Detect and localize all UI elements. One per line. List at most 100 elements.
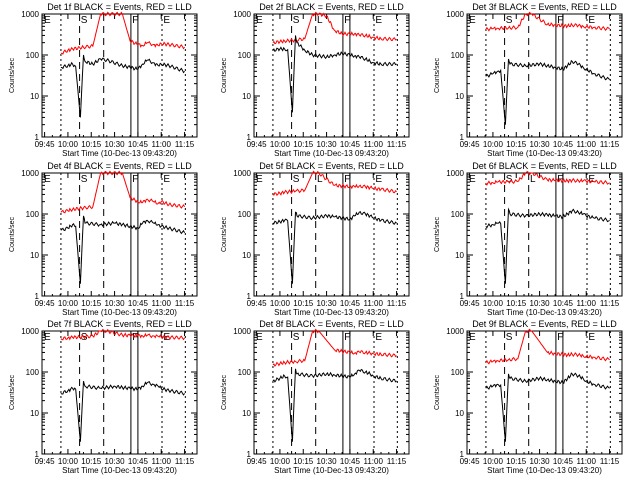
y-tick-label: 100 xyxy=(238,51,252,60)
series-line-events xyxy=(485,207,610,284)
marker-label: E xyxy=(588,15,595,26)
y-tick-label: 1 xyxy=(460,133,465,142)
series-line-events xyxy=(60,54,185,118)
marker-label: S xyxy=(293,174,300,185)
y-axis-label: Counts/sec xyxy=(221,216,228,252)
x-tick-label: 11:15 xyxy=(175,299,195,308)
x-tick-label: 10:15 xyxy=(506,457,527,466)
y-tick-label: 1000 xyxy=(446,327,464,336)
marker-label: E xyxy=(163,174,170,185)
x-tick-label: 10:00 xyxy=(58,299,79,308)
y-tick-label: 1 xyxy=(35,292,40,301)
y-tick-label: 10 xyxy=(242,92,251,101)
marker-label: E xyxy=(375,332,382,343)
x-tick-label: 10:30 xyxy=(317,299,338,308)
x-tick-label: 09:45 xyxy=(460,457,481,466)
x-tick-label: 11:15 xyxy=(387,457,407,466)
plot-frame xyxy=(253,330,410,455)
y-tick-label: 1000 xyxy=(446,10,464,19)
y-tick-label: 100 xyxy=(451,368,465,377)
x-tick-label: 10:45 xyxy=(128,299,149,308)
chart-title: Det 2f BLACK = Events, RED = LLD xyxy=(259,2,404,12)
y-tick-label: 1000 xyxy=(446,169,464,178)
series-line-events xyxy=(60,380,186,442)
x-tick-label: 10:45 xyxy=(553,140,574,149)
marker-label: F xyxy=(344,332,350,343)
y-axis-label: Counts/sec xyxy=(9,216,16,252)
y-axis-label: Counts/sec xyxy=(434,374,441,410)
x-tick-label: 10:00 xyxy=(270,140,291,149)
x-axis-label: Start Time (10-Dec-13 09:43:20) xyxy=(62,149,177,158)
y-tick-label: 10 xyxy=(455,409,464,418)
x-tick-label: 10:00 xyxy=(483,140,504,149)
plot-frame xyxy=(41,172,198,297)
y-tick-label: 1 xyxy=(460,292,465,301)
x-tick-label: 10:30 xyxy=(530,457,551,466)
series-line-events xyxy=(272,35,397,113)
x-tick-label: 09:45 xyxy=(460,140,481,149)
x-tick-label: 10:45 xyxy=(553,457,574,466)
marker-label: E xyxy=(256,174,263,185)
marker-label: S xyxy=(293,332,300,343)
marker-label: E xyxy=(44,174,51,185)
marker-label: E xyxy=(588,174,595,185)
x-tick-label: 10:15 xyxy=(81,457,102,466)
marker-label: S xyxy=(293,15,300,26)
y-axis-label: Counts/sec xyxy=(434,216,441,252)
y-tick-label: 1000 xyxy=(21,169,39,178)
marker-label: E xyxy=(469,15,476,26)
marker-label: E xyxy=(256,15,263,26)
x-tick-label: 09:45 xyxy=(247,457,268,466)
x-tick-label: 10:30 xyxy=(530,299,551,308)
plot-frame xyxy=(466,330,623,455)
y-axis-label: Counts/sec xyxy=(434,57,441,93)
x-tick-label: 10:15 xyxy=(293,457,314,466)
marker-label: E xyxy=(256,332,263,343)
y-tick-label: 1 xyxy=(460,450,465,459)
y-tick-label: 1000 xyxy=(233,10,251,19)
y-tick-label: 10 xyxy=(30,251,39,260)
series-line-events xyxy=(272,210,397,284)
x-tick-label: 10:45 xyxy=(340,457,361,466)
x-tick-label: 09:45 xyxy=(247,140,268,149)
marker-label: E xyxy=(163,15,170,26)
x-tick-label: 10:00 xyxy=(270,299,291,308)
x-tick-label: 10:45 xyxy=(553,299,574,308)
chart-title: Det 1f BLACK = Events, RED = LLD xyxy=(47,2,192,12)
marker-label: S xyxy=(81,15,88,26)
x-tick-label: 11:00 xyxy=(152,457,172,466)
chart-title: Det 8f BLACK = Events, RED = LLD xyxy=(259,319,404,329)
x-tick-label: 10:30 xyxy=(317,457,338,466)
x-tick-label: 11:15 xyxy=(387,140,407,149)
marker-label: F xyxy=(132,174,138,185)
x-tick-label: 11:00 xyxy=(152,140,172,149)
x-tick-label: 11:00 xyxy=(364,299,384,308)
x-tick-label: 10:30 xyxy=(105,140,126,149)
chart-title: Det 3f BLACK = Events, RED = LLD xyxy=(472,2,617,12)
marker-label: E xyxy=(469,174,476,185)
y-axis-label: Counts/sec xyxy=(9,57,16,93)
y-tick-label: 1000 xyxy=(233,327,251,336)
y-tick-label: 10 xyxy=(30,409,39,418)
x-tick-label: 10:00 xyxy=(58,457,79,466)
x-tick-label: 10:00 xyxy=(483,457,504,466)
marker-label: F xyxy=(557,15,563,26)
marker-label: F xyxy=(132,332,138,343)
x-tick-label: 11:00 xyxy=(364,140,384,149)
x-tick-label: 09:45 xyxy=(35,299,56,308)
marker-label: S xyxy=(506,15,513,26)
x-tick-label: 11:00 xyxy=(152,299,172,308)
chart-title: Det 7f BLACK = Events, RED = LLD xyxy=(47,319,192,329)
x-tick-label: 09:45 xyxy=(460,299,481,308)
marker-label: E xyxy=(44,15,51,26)
marker-label: F xyxy=(344,174,350,185)
marker-label: L xyxy=(530,174,536,185)
y-tick-label: 1 xyxy=(247,450,252,459)
y-tick-label: 1000 xyxy=(233,169,251,178)
series-line-lld xyxy=(60,328,186,341)
x-tick-label: 09:45 xyxy=(247,299,268,308)
x-tick-label: 10:45 xyxy=(340,140,361,149)
y-tick-label: 100 xyxy=(26,210,40,219)
y-tick-label: 100 xyxy=(238,210,252,219)
x-tick-label: 10:15 xyxy=(506,140,527,149)
